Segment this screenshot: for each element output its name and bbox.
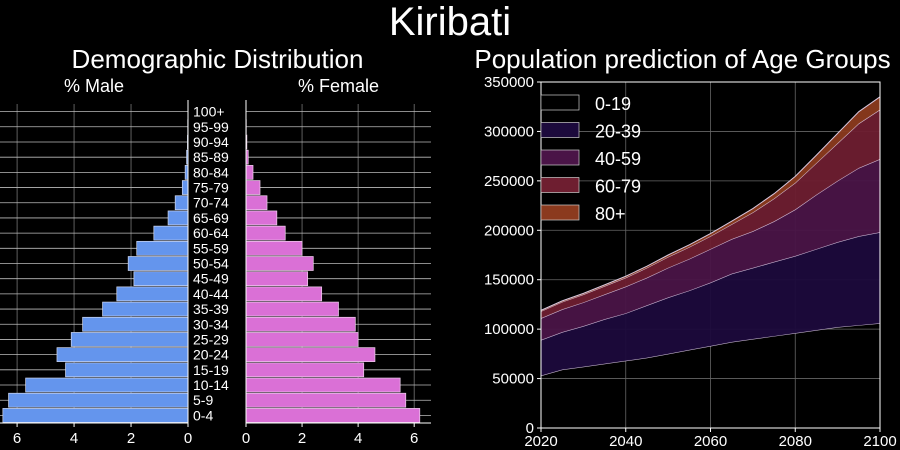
area-ytick-label: 100000	[484, 321, 534, 338]
female-bar	[245, 240, 303, 256]
legend-label-0-19: 0-19	[595, 94, 631, 114]
age-group-label: 55-59	[193, 240, 229, 256]
male-bar	[70, 332, 189, 347]
area-ytick-label: 150000	[484, 272, 534, 289]
male-bar	[8, 392, 189, 408]
legend-swatch-60-79	[540, 177, 580, 193]
age-group-label: 60-64	[193, 225, 229, 241]
male-bar	[174, 195, 189, 211]
age-group-label: 80-84	[193, 164, 229, 180]
female-bar	[245, 286, 323, 302]
female-tick-label: 2	[298, 430, 306, 447]
area-ytick-label: 300000	[484, 123, 534, 140]
female-bar	[245, 256, 314, 271]
male-bar	[25, 377, 189, 393]
male-bar	[127, 256, 189, 271]
age-group-label: 0-4	[193, 407, 213, 423]
female-bar	[245, 195, 268, 211]
legend-swatch-80+	[540, 204, 580, 221]
age-group-label: 65-69	[193, 210, 229, 226]
female-bar	[245, 332, 359, 347]
age-group-label: 50-54	[193, 256, 229, 272]
male-tick-label: 2	[127, 430, 135, 447]
female-tick-label: 4	[354, 430, 362, 447]
female-bar	[245, 392, 407, 408]
male-bar	[153, 225, 189, 241]
male-bar	[167, 210, 189, 226]
age-group-label: 100+	[193, 104, 225, 120]
age-group-label: 25-29	[193, 331, 229, 347]
female-bar	[245, 225, 286, 241]
female-bar	[245, 377, 401, 393]
female-bar	[245, 165, 254, 180]
female-bar	[245, 271, 309, 287]
area-xtick-label: 2080	[779, 433, 812, 450]
male-tick-label: 0	[184, 430, 192, 447]
female-bar	[245, 347, 376, 362]
female-bar	[245, 210, 278, 226]
female-tick-label: 6	[410, 430, 418, 447]
age-group-label: 85-89	[193, 149, 229, 165]
area-xtick-label: 2100	[863, 433, 896, 450]
pyramid-chart: 0-45-910-1415-1920-2425-2930-3435-3940-4…	[0, 100, 431, 447]
legend-swatch-0-19	[540, 94, 580, 111]
age-group-label: 5-9	[193, 392, 213, 408]
pyramid-title: Demographic Distribution	[71, 44, 364, 74]
area-chart: 0 50000 100000 150000 200000 250000 300000 3500…	[484, 74, 897, 450]
female-axis-label: % Female	[297, 76, 380, 96]
male-bar	[181, 180, 189, 195]
male-bar	[2, 408, 189, 423]
area-ytick-label: 250000	[484, 173, 534, 190]
area-line-40-59	[540, 158, 881, 319]
age-group-label: 75-79	[193, 180, 229, 196]
area-xtick-label: 2040	[609, 433, 642, 450]
legend-swatch-40-59	[540, 149, 580, 166]
female-tick-label: 0	[242, 430, 250, 447]
male-bar	[136, 240, 189, 256]
age-group-label: 70-74	[193, 195, 229, 211]
male-bar	[116, 286, 189, 302]
legend-label-80+: 80+	[595, 204, 626, 224]
area-ytick-label: 50000	[492, 371, 534, 388]
age-group-label: 35-39	[193, 301, 229, 317]
female-bar	[245, 301, 339, 317]
legend-label-40-59: 40-59	[595, 149, 641, 169]
male-tick-label: 6	[13, 430, 21, 447]
male-bar	[65, 362, 189, 378]
area-xtick-label: 2060	[694, 433, 727, 450]
legend-label-20-39: 20-39	[595, 122, 641, 142]
age-group-label: 10-14	[193, 377, 229, 393]
age-group-label: 90-94	[193, 134, 229, 150]
area-xtick-label: 2020	[524, 433, 557, 450]
male-bar	[56, 347, 189, 362]
age-group-label: 95-99	[193, 119, 229, 135]
male-axis-label: % Male	[63, 76, 125, 96]
age-group-label: 40-44	[193, 286, 229, 302]
area-chart-title: Population prediction of Age Groups	[474, 44, 891, 74]
area-ytick-label: 0	[526, 420, 534, 437]
area-line-80+	[540, 96, 881, 311]
male-bar	[82, 316, 189, 332]
age-group-label: 20-24	[193, 347, 229, 363]
female-bar	[245, 180, 261, 195]
age-group-label: 45-49	[193, 271, 229, 287]
female-bar	[245, 408, 421, 423]
area-band-20-39	[541, 232, 880, 376]
male-bar	[133, 271, 189, 287]
area-ytick-label: 350000	[484, 74, 534, 91]
male-tick-label: 4	[70, 430, 78, 447]
legend-label-60-79: 60-79	[595, 177, 641, 197]
legend-swatch-20-39	[540, 122, 580, 138]
female-bar	[245, 362, 365, 378]
age-group-label: 30-34	[193, 316, 229, 332]
figure-title: Kiribati	[388, 0, 512, 44]
female-bar	[245, 316, 356, 332]
age-group-label: 15-19	[193, 362, 229, 378]
area-ytick-label: 200000	[484, 222, 534, 239]
male-bar	[102, 301, 189, 317]
